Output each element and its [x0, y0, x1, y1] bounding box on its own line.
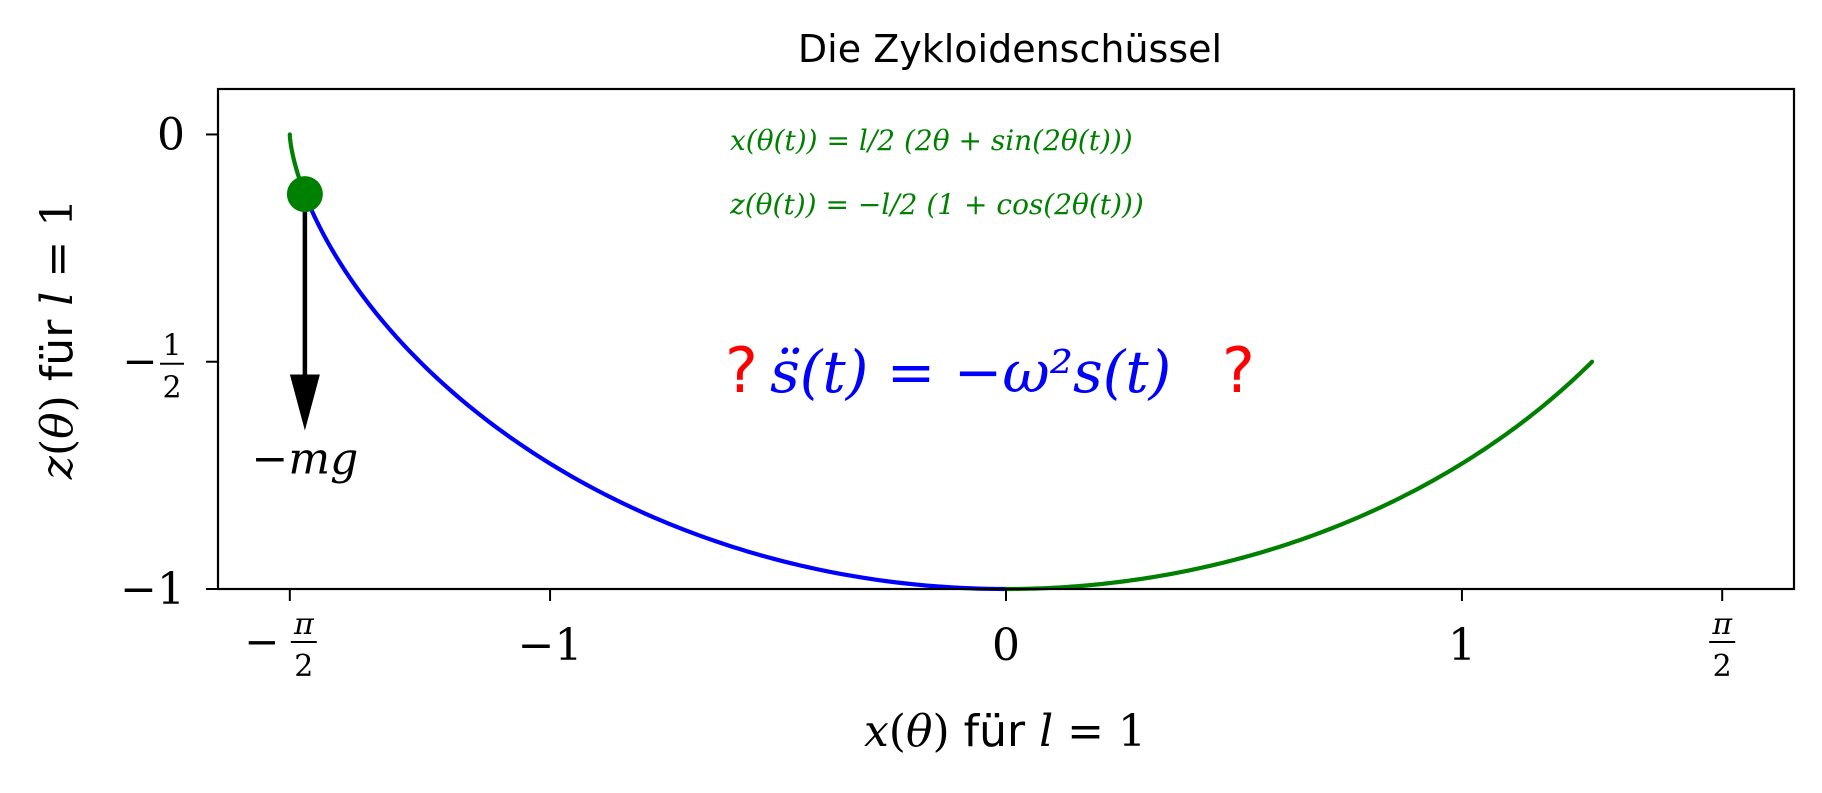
x-axis-ticks: − π2 −1 0 1 π2: [244, 589, 1736, 684]
y-tick-label-1: 0: [157, 109, 185, 160]
x-tick-label-3: 0: [992, 620, 1020, 671]
gravity-arrow-head: [289, 374, 320, 431]
question-mark-left: ?: [725, 334, 758, 407]
y-axis-ticks: 0− 12−1: [120, 109, 218, 615]
series-layer: [287, 132, 1595, 592]
x-tick-label-1: − π 2: [244, 607, 317, 684]
marks-layer: [286, 176, 323, 431]
x-tick-num: π: [1711, 607, 1733, 642]
force-label: −mg: [252, 434, 359, 485]
y-tick-label-2: −1 2: [122, 329, 184, 406]
curve-segment-2: [302, 192, 1009, 592]
x-tick-label-5: π2: [1709, 607, 1736, 684]
equation-z: z(θ(t)) = −l/2 (1 + cos(2θ(t))): [729, 188, 1144, 221]
curve-segment-3: [1003, 359, 1595, 592]
mass-point: [286, 176, 323, 213]
y-tick-num: 1: [162, 329, 181, 364]
x-tick-num: π: [293, 607, 315, 642]
y-axis-label: z(θ) für l = 1: [32, 199, 83, 480]
equation-x: x(θ(t)) = l/2 (2θ + sin(2θ(t))): [730, 124, 1133, 157]
x-tick-den: 2: [1713, 649, 1732, 684]
y-tick-den: 2: [162, 371, 181, 406]
chart-title: Die Zykloidenschüssel: [798, 27, 1222, 71]
curve-segment-1: [287, 132, 307, 197]
question-mark-right: ?: [1222, 334, 1255, 407]
y-tick-sign: −: [122, 337, 157, 386]
x-tick-den: 2: [294, 649, 313, 684]
x-tick-sign: −: [244, 617, 279, 666]
y-tick-label-3: −1: [120, 564, 185, 615]
x-tick-label-2: −1: [518, 620, 583, 671]
x-tick-label-4: 1: [1448, 620, 1476, 671]
center-equation: s̈(t) = −ω²s(t): [770, 338, 1171, 406]
x-axis-label: x(θ) für l = 1: [864, 706, 1146, 757]
